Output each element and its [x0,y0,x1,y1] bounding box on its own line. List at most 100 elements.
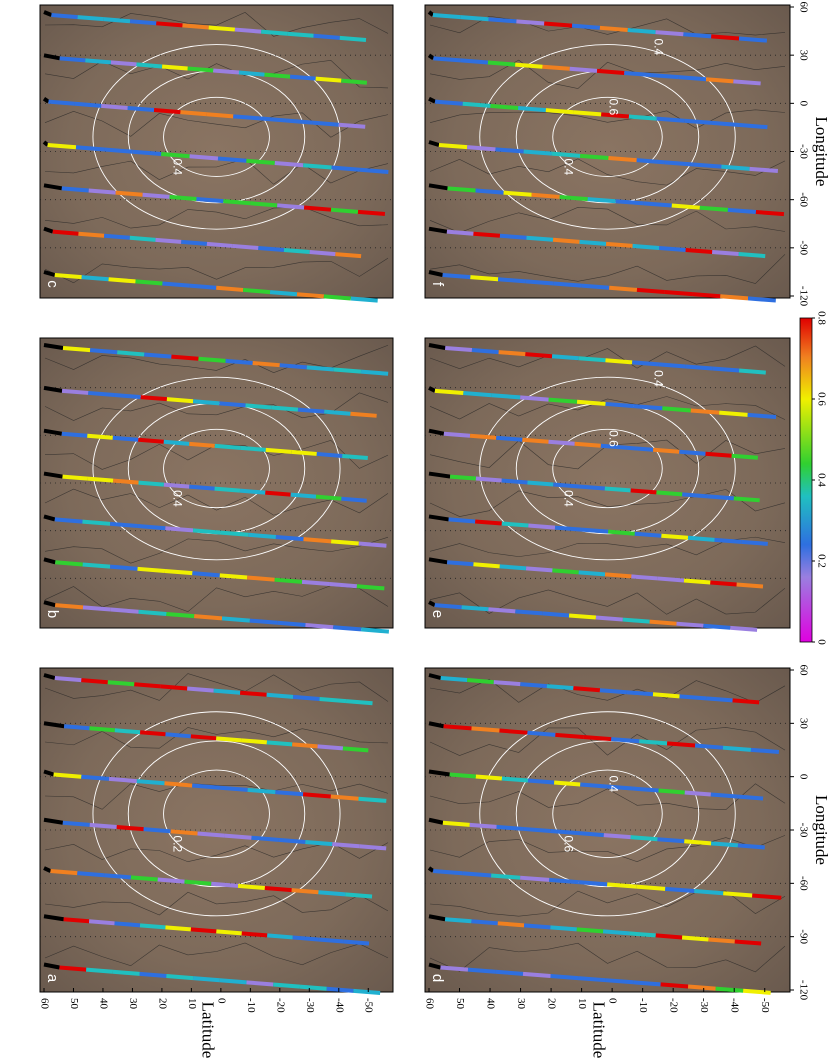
dust-contour [479,44,736,230]
track-segment [515,609,543,616]
latitude-tick-label: -40 [729,998,741,1013]
track-segment [518,106,546,113]
track-segment [318,890,346,897]
topography-contour [44,488,389,516]
track-segment [657,576,685,583]
track-shadow [43,817,64,825]
track-segment [719,410,748,417]
track-shadow [428,471,451,479]
topography-contour [429,109,786,129]
track-shadow [428,962,442,970]
track-segment [103,17,131,24]
track-segment [742,988,771,995]
track-segment [211,881,239,888]
track-segment [470,275,499,282]
track-segment [297,407,325,414]
track-segment [490,103,519,111]
latitude-title: Latitude [590,1002,609,1059]
track-segment [634,531,662,538]
track-segment [603,833,631,840]
panel-background [39,4,394,299]
longitude-tick-label: 60 [797,2,809,14]
topography-contour [44,110,389,138]
track-segment [679,694,707,701]
track-segment [639,739,668,746]
track-segment [277,620,306,627]
contour-label: 0.4 [606,775,620,792]
map-panel [39,4,394,303]
track-segment [629,931,656,938]
topography-contour [44,257,389,284]
track-segment [750,747,780,754]
track-segment [467,678,494,685]
track-segment [527,730,556,737]
track-segment [233,114,260,121]
track-segment [475,188,504,195]
track-segment [525,279,554,286]
track-segment [132,149,162,157]
track-segment [165,925,192,932]
track-segment [299,984,327,991]
dust-contour [127,740,306,888]
track-segment [679,449,706,456]
track-segment [681,935,709,942]
track-segment [269,290,298,297]
track-segment [350,296,378,303]
track-segment [496,435,523,442]
track-segment [684,790,712,797]
track-segment [198,356,226,363]
track-segment [630,835,658,842]
track-segment [433,869,463,876]
track-segment [652,692,680,699]
track-segment [54,273,82,280]
track-segment [542,611,570,618]
track-segment [596,68,625,75]
topography-contour [429,783,786,811]
track-segment [330,207,359,214]
track-segment [283,248,310,255]
track-segment [473,562,500,569]
track-segment [184,879,212,886]
track-segment [736,582,764,589]
track-segment [112,969,140,976]
track-segment [727,207,757,214]
track-segment [214,486,241,493]
track-segment [287,31,314,38]
track-segment [332,842,360,849]
track-segment [330,794,359,801]
dust-contour [479,711,736,917]
track-segment [449,474,477,481]
contour-label: 0.4 [651,39,665,56]
track-segment [266,692,294,699]
track-segment [289,74,316,81]
track-segment [501,776,529,783]
track-segment [571,23,601,30]
track-shadow [43,428,63,436]
track-segment [587,197,616,204]
track-segment [238,70,265,77]
track-segment [153,108,181,115]
topography-contour [429,587,786,615]
track-segment [247,787,276,795]
track-segment [442,820,470,827]
track-segment [341,78,368,85]
track-segment [573,110,602,117]
track-segment [682,492,709,499]
topography-contour [429,678,786,704]
track-shadow [42,97,50,104]
track-segment [440,676,468,683]
colorbar-tick-label: 0.2 [815,554,827,568]
track-segment [655,933,683,940]
track-segment [220,530,249,537]
track-segment [265,490,291,497]
track-segment [467,145,496,152]
track-segment [568,613,597,620]
track-segment [653,447,680,454]
track-segment [189,154,219,161]
track-segment [515,62,543,69]
track-segment [554,525,582,532]
track-segment [723,891,753,898]
track-segment [692,292,721,299]
track-segment [446,560,474,567]
track-segment [522,437,549,444]
